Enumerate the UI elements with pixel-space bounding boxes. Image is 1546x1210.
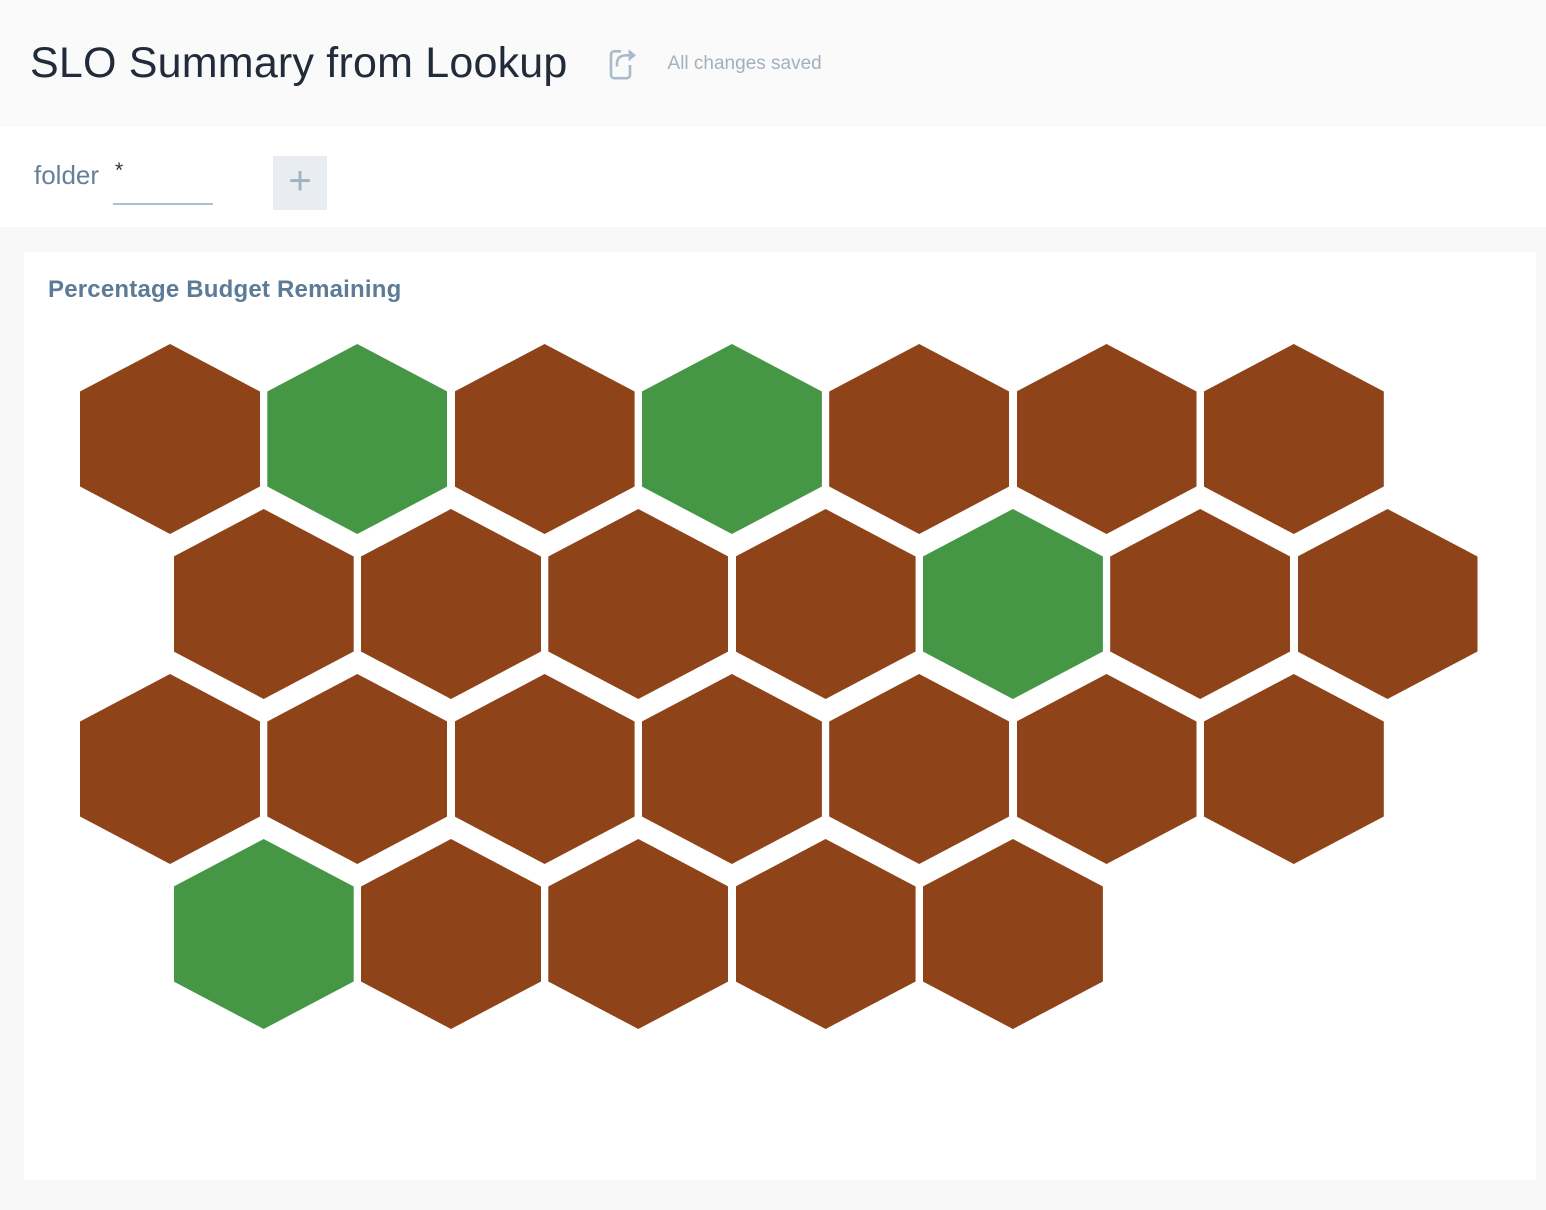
hexagon-cell[interactable] bbox=[173, 839, 354, 1029]
hexagon-cell[interactable] bbox=[1203, 674, 1384, 864]
hexagon-cell[interactable] bbox=[922, 509, 1103, 699]
hexagon-cell[interactable] bbox=[641, 674, 822, 864]
honeycomb-grid bbox=[48, 344, 1508, 1034]
panel-title: Percentage Budget Remaining bbox=[48, 276, 402, 303]
hexagon-cell[interactable] bbox=[922, 839, 1103, 1029]
hexagon-cell[interactable] bbox=[829, 674, 1010, 864]
dashboard-header: SLO Summary from Lookup All changes save… bbox=[0, 0, 1546, 127]
hexagon-cell[interactable] bbox=[267, 344, 448, 534]
hexagon-cell[interactable] bbox=[548, 509, 729, 699]
hexagon-cell[interactable] bbox=[454, 344, 635, 534]
hexagon-cell[interactable] bbox=[454, 674, 635, 864]
save-status-text: All changes saved bbox=[667, 52, 822, 74]
folder-token-label: folder bbox=[34, 160, 100, 190]
hexagon-cell[interactable] bbox=[829, 344, 1010, 534]
page-title: SLO Summary from Lookup bbox=[30, 39, 568, 87]
hexagon-cell[interactable] bbox=[173, 509, 354, 699]
hexagon-cell[interactable] bbox=[80, 344, 260, 534]
hexagon-cell[interactable] bbox=[1016, 674, 1197, 864]
hexagon-cell[interactable] bbox=[735, 839, 916, 1029]
hexagon-cell[interactable] bbox=[1297, 509, 1478, 699]
plus-icon: + bbox=[288, 159, 312, 203]
token-input-row: folder * + bbox=[0, 127, 1546, 227]
hexagon-cell[interactable] bbox=[1203, 344, 1384, 534]
hexagon-cell[interactable] bbox=[548, 839, 729, 1029]
hexagon-cell[interactable] bbox=[1016, 344, 1197, 534]
hexagon-cell[interactable] bbox=[1110, 509, 1291, 699]
dashboard-canvas: Percentage Budget Remaining bbox=[0, 227, 1546, 1210]
export-share-icon[interactable] bbox=[602, 42, 642, 86]
add-token-button[interactable]: + bbox=[273, 156, 328, 210]
folder-token-input-wrap: * bbox=[113, 155, 214, 207]
folder-token-input[interactable] bbox=[113, 155, 214, 205]
hexagon-cell[interactable] bbox=[361, 509, 541, 699]
honeycomb-panel: Percentage Budget Remaining bbox=[24, 252, 1536, 1180]
required-marker: * bbox=[115, 159, 124, 182]
hexagon-cell[interactable] bbox=[735, 509, 916, 699]
hexagon-cell[interactable] bbox=[80, 674, 260, 864]
hexagon-cell[interactable] bbox=[641, 344, 822, 534]
hexagon-cell[interactable] bbox=[267, 674, 448, 864]
hexagon-cell[interactable] bbox=[361, 839, 541, 1029]
